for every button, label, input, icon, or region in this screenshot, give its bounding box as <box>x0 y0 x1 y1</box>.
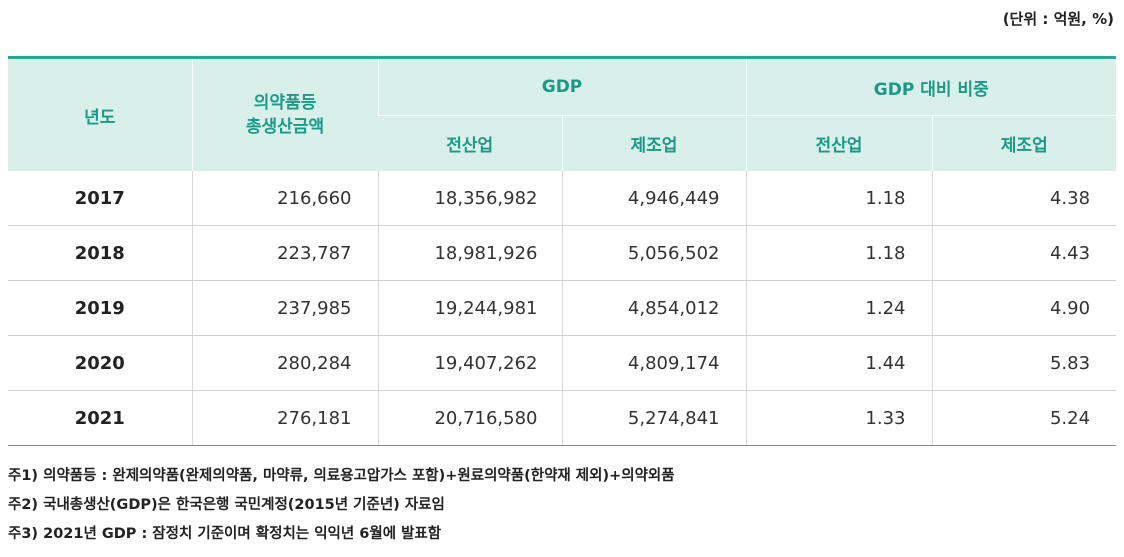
cell-pharma: 216,660 <box>191 171 378 226</box>
gdp-share-table: 년도 의약품등 총생산금액 GDP GDP 대비 비중 전산업 제조업 전산업 … <box>8 56 1117 446</box>
table-header: 년도 의약품등 총생산금액 GDP GDP 대비 비중 전산업 제조업 전산업 … <box>8 56 1117 171</box>
cell-ratio-all: 1.44 <box>745 335 932 391</box>
cell-pharma: 223,787 <box>191 225 378 281</box>
cell-gdp-mfg: 5,056,502 <box>561 225 746 281</box>
cell-year: 2017 <box>8 171 192 226</box>
header-gdp: GDP <box>377 56 746 116</box>
table-row: 2020 280,284 19,407,262 4,809,174 1.44 5… <box>8 335 1117 391</box>
header-ratio-all-industry: 전산업 <box>745 115 932 171</box>
header-gdp-all-industry: 전산업 <box>378 115 562 171</box>
cell-pharma: 276,181 <box>191 390 378 446</box>
cell-year: 2019 <box>8 280 192 336</box>
unit-label: (단위 : 억원, %) <box>1002 10 1114 28</box>
cell-ratio-mfg: 4.90 <box>931 280 1117 336</box>
header-pharma-line2: 총생산금액 <box>245 117 325 137</box>
cell-year: 2020 <box>8 335 192 391</box>
table-row: 2017 216,660 18,356,982 4,946,449 1.18 4… <box>8 171 1117 226</box>
cell-gdp-mfg: 4,809,174 <box>561 335 746 391</box>
cell-pharma: 280,284 <box>191 335 378 391</box>
cell-gdp-all: 18,981,926 <box>377 225 562 281</box>
cell-year: 2018 <box>8 225 192 281</box>
cell-gdp-mfg: 4,854,012 <box>561 280 746 336</box>
cell-gdp-all: 19,244,981 <box>377 280 562 336</box>
cell-ratio-mfg: 5.83 <box>931 335 1117 391</box>
header-ratio-manufacturing: 제조업 <box>931 115 1117 171</box>
cell-ratio-all: 1.24 <box>745 280 932 336</box>
table-row: 2021 276,181 20,716,580 5,274,841 1.33 5… <box>8 390 1117 446</box>
cell-gdp-all: 20,716,580 <box>377 390 562 446</box>
header-gdp-ratio: GDP 대비 비중 <box>745 56 1117 116</box>
table-row: 2018 223,787 18,981,926 5,056,502 1.18 4… <box>8 225 1117 281</box>
footnote-3: 주3) 2021년 GDP : 잠정치 기준이며 확정치는 익익년 6월에 발표… <box>8 526 442 542</box>
cell-year: 2021 <box>8 390 192 446</box>
cell-gdp-all: 18,356,982 <box>377 171 562 226</box>
header-gdp-manufacturing: 제조업 <box>561 115 746 171</box>
footnote-1: 주1) 의약품등 : 완제의약품(완제의약품, 마약류, 의료용고압가스 포함)… <box>8 468 675 484</box>
footnotes: 주1) 의약품등 : 완제의약품(완제의약품, 마약류, 의료용고압가스 포함)… <box>8 462 675 549</box>
table-row: 2019 237,985 19,244,981 4,854,012 1.24 4… <box>8 280 1117 336</box>
header-year: 년도 <box>8 56 192 171</box>
cell-ratio-mfg: 4.38 <box>931 171 1117 226</box>
cell-ratio-all: 1.33 <box>745 390 932 446</box>
header-pharma-line1: 의약품등 <box>253 93 317 113</box>
cell-pharma: 237,985 <box>191 280 378 336</box>
header-pharma-production: 의약품등 총생산금액 <box>191 56 378 171</box>
cell-gdp-all: 19,407,262 <box>377 335 562 391</box>
cell-gdp-mfg: 5,274,841 <box>561 390 746 446</box>
cell-ratio-mfg: 4.43 <box>931 225 1117 281</box>
cell-gdp-mfg: 4,946,449 <box>561 171 746 226</box>
cell-ratio-all: 1.18 <box>745 171 932 226</box>
table-body: 2017 216,660 18,356,982 4,946,449 1.18 4… <box>8 171 1117 446</box>
cell-ratio-mfg: 5.24 <box>931 390 1117 446</box>
footnote-2: 주2) 국내총생산(GDP)은 한국은행 국민계정(2015년 기준년) 자료임 <box>8 497 445 513</box>
cell-ratio-all: 1.18 <box>745 225 932 281</box>
